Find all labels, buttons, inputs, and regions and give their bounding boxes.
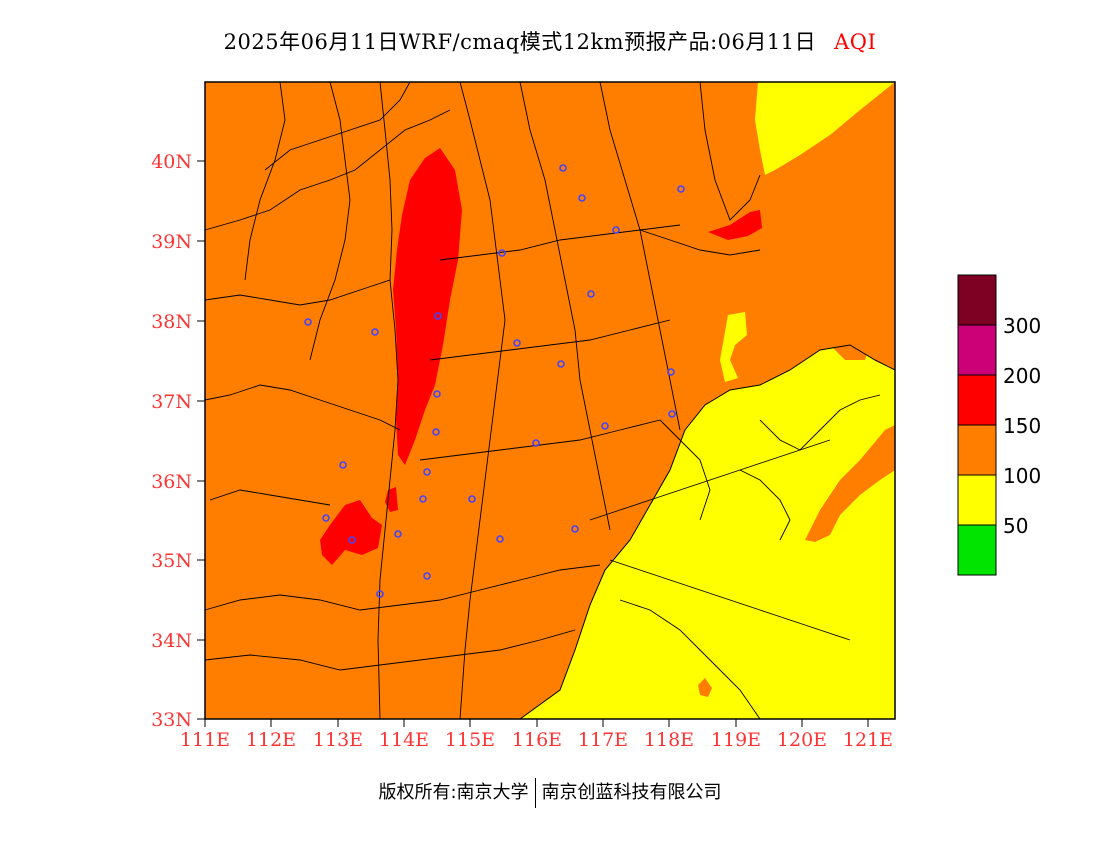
city-marker [423, 572, 431, 580]
red-plume-south [320, 500, 382, 565]
lat-tick-label: 33N [151, 709, 192, 731]
footer-separator [534, 778, 536, 808]
orange-patch-sea [805, 425, 895, 542]
copyright-footer: 版权所有:南京大学 南京创蓝科技有限公司 [0, 778, 1100, 808]
legend-swatch-100-150 [957, 424, 997, 476]
legend-colorbar [957, 274, 997, 576]
city-marker [667, 368, 675, 376]
city-marker [371, 328, 379, 336]
city-marker [423, 468, 431, 476]
yellow-region-coast [720, 312, 747, 382]
lat-tick-label: 37N [151, 391, 192, 413]
lon-tick-label: 111E [180, 729, 230, 751]
city-marker [668, 410, 676, 418]
city-marker [513, 339, 521, 347]
tick-marks [197, 160, 869, 727]
legend-label: 100 [1003, 464, 1041, 488]
city-marker [677, 185, 685, 193]
admin-boundaries [204, 81, 881, 720]
legend-swatch-50-100 [957, 474, 997, 526]
city-marker [419, 495, 427, 503]
lon-tick-label: 119E [711, 729, 761, 751]
map-title: 2025年06月11日WRF/cmaq模式12km预报产品:06月11日 AQI [0, 26, 1100, 56]
city-marker [612, 226, 620, 234]
lon-tick-label: 121E [843, 729, 893, 751]
lon-tick-label: 116E [512, 729, 562, 751]
copyright-right: 南京创蓝科技有限公司 [541, 782, 722, 803]
yellow-region-northeast [755, 82, 895, 175]
lat-tick-label: 40N [151, 151, 192, 173]
city-marker [433, 390, 441, 398]
legend-label: 150 [1003, 414, 1041, 438]
red-spot-east [708, 210, 762, 240]
lon-tick-label: 117E [578, 729, 628, 751]
product-label: AQI [834, 30, 877, 54]
city-marker [339, 461, 347, 469]
city-marker [376, 590, 384, 598]
copyright-left: 版权所有:南京大学 [378, 782, 529, 803]
lon-tick-label: 115E [445, 729, 495, 751]
legend-label: 200 [1003, 364, 1041, 388]
lon-tick-label: 120E [777, 729, 827, 751]
lon-tick-label: 113E [313, 729, 363, 751]
city-marker [498, 249, 506, 257]
legend-label: 50 [1003, 514, 1028, 538]
legend-label: 300 [1003, 314, 1041, 338]
orange-patch-small [698, 678, 712, 697]
legend-swatch-150-200 [957, 374, 997, 426]
city-marker [559, 164, 567, 172]
lat-tick-label: 34N [151, 630, 192, 652]
city-marker [496, 535, 504, 543]
city-marker [587, 290, 595, 298]
lat-tick-label: 36N [151, 471, 192, 493]
lat-tick-label: 39N [151, 231, 192, 253]
legend-swatch-200-300 [957, 324, 997, 376]
city-marker [468, 495, 476, 503]
city-marker [434, 312, 442, 320]
city-marker [348, 536, 356, 544]
legend-swatch-300plus [957, 274, 997, 326]
city-marker [557, 360, 565, 368]
city-marker [571, 525, 579, 533]
legend-swatch-0-50 [957, 524, 997, 576]
lon-tick-label: 114E [379, 729, 429, 751]
lat-tick-label: 38N [151, 311, 192, 333]
city-marker [532, 439, 540, 447]
city-marker [322, 514, 330, 522]
city-markers [304, 164, 685, 598]
city-marker [432, 428, 440, 436]
city-marker [601, 422, 609, 430]
yellow-region-southeast [520, 345, 895, 719]
city-marker [578, 194, 586, 202]
lon-tick-label: 112E [246, 729, 296, 751]
red-plume-main [393, 148, 462, 465]
lon-tick-label: 118E [644, 729, 694, 751]
title-text: 2025年06月11日WRF/cmaq模式12km预报产品:06月11日 [223, 30, 817, 54]
city-marker [394, 530, 402, 538]
orange-bohai [830, 335, 870, 360]
coastline [519, 344, 896, 720]
lat-tick-label: 35N [151, 550, 192, 572]
city-marker [304, 318, 312, 326]
